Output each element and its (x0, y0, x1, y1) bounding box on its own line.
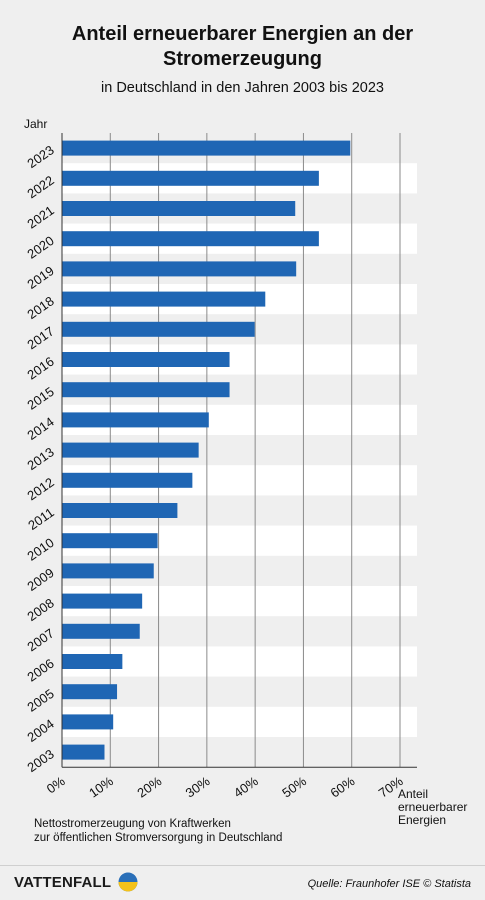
bar (62, 321, 255, 337)
category-tick-label: 2012 (24, 474, 56, 503)
bar (62, 684, 118, 700)
category-tick-label: 2010 (24, 535, 56, 564)
category-tick-label: 2004 (24, 716, 56, 745)
x-tick-label: 0% (44, 773, 68, 796)
bar (62, 412, 209, 428)
bar (62, 382, 230, 398)
bar (62, 714, 114, 730)
footnote-line-2: zur öffentlichen Stromversorgung in Deut… (34, 832, 283, 844)
bar (62, 170, 319, 186)
category-tick-label: 2006 (24, 656, 56, 685)
bar (62, 261, 297, 277)
category-tick-label: 2013 (24, 444, 56, 473)
chart-title: Anteil erneuerbarer Energien an der Stro… (0, 22, 485, 72)
category-tick-label: 2005 (24, 686, 56, 715)
category-tick-label: 2021 (24, 203, 56, 232)
bar (62, 472, 193, 488)
category-tick-label: 2007 (24, 625, 56, 654)
footnote: Nettostromerzeugung von Kraftwerken zur … (34, 817, 282, 845)
x-axis-label-line: Energien (398, 813, 446, 827)
footnote-line-1: Nettostromerzeugung von Kraftwerken (34, 818, 231, 830)
bar (62, 503, 178, 518)
brand-name: VATTENFALL (14, 874, 112, 891)
category-tick-label: 2003 (24, 746, 56, 775)
bar (62, 623, 140, 639)
category-tick-label: 2011 (25, 505, 57, 533)
bar (62, 352, 230, 367)
category-tick-label: 2018 (24, 293, 56, 322)
row-band (62, 706, 417, 737)
x-tick-label: 30% (183, 773, 213, 800)
bar (62, 201, 296, 216)
category-tick-label: 2023 (24, 142, 56, 171)
source-text: Quelle: Fraunhofer ISE © Statista (307, 878, 471, 890)
x-tick-label: 50% (279, 773, 309, 800)
category-tick-label: 2016 (24, 354, 56, 383)
bar (62, 593, 143, 609)
x-tick-label: 40% (231, 773, 261, 800)
x-tick-label: 10% (86, 773, 116, 800)
x-tick-label: 60% (328, 773, 358, 800)
chart-subtitle: in Deutschland in den Jahren 2003 bis 20… (101, 80, 384, 96)
bar (62, 563, 154, 579)
x-axis-label-line: Anteil (398, 787, 428, 801)
category-tick-label: 2014 (24, 414, 56, 443)
bar (62, 442, 199, 458)
x-tick-label: 20% (134, 773, 164, 800)
bar (62, 291, 266, 307)
category-tick-label: 2008 (24, 595, 56, 624)
category-tick-label: 2019 (24, 263, 56, 292)
category-tick-label: 2022 (24, 172, 56, 201)
bar (62, 533, 158, 549)
category-tick-label: 2020 (24, 233, 56, 262)
category-tick-label: 2009 (24, 565, 56, 594)
category-tick-label: 2017 (24, 323, 56, 352)
footer-divider (0, 865, 485, 866)
vattenfall-logo-icon (118, 872, 138, 892)
bar (62, 654, 123, 669)
bar (62, 744, 105, 760)
x-axis-label-line: erneuerbarer (398, 800, 467, 814)
y-axis-label: Jahr (24, 117, 47, 131)
bar (62, 231, 319, 247)
bar (62, 140, 351, 156)
chart-title-line1: Anteil erneuerbarer Energien an der Stro… (71, 23, 414, 70)
category-tick-label: 2015 (24, 384, 56, 413)
